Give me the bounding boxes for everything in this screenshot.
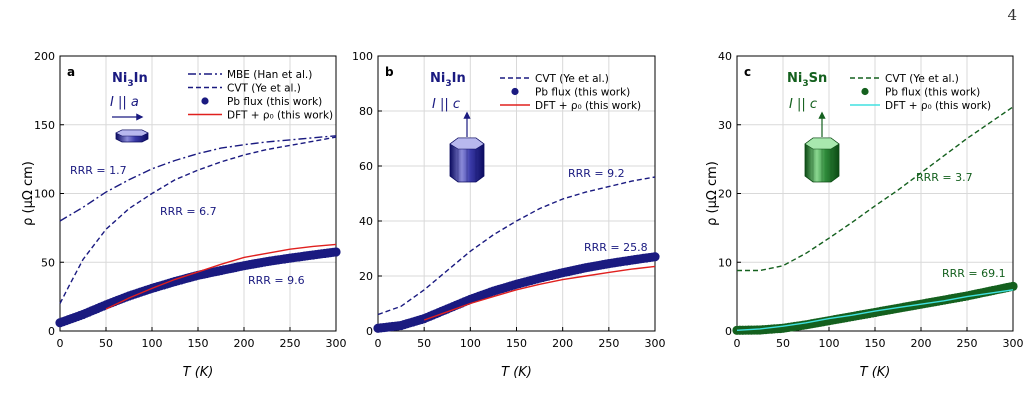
rrr-annotation: RRR = 25.8: [584, 241, 648, 254]
series-line: [105, 243, 337, 310]
current-direction-label: I || a: [110, 95, 139, 110]
y-axis-label: ρ (μΩ cm): [21, 161, 36, 226]
x-axis-label: T (K): [183, 365, 214, 380]
series-line: [59, 135, 337, 222]
legend-marker: [201, 97, 209, 105]
x-tick-label: 50: [776, 337, 790, 350]
y-tick-label: 200: [34, 50, 55, 63]
legend-label: CVT (Ye et al.): [885, 73, 959, 85]
legend-label: DFT + ρ₀ (this work): [227, 110, 333, 122]
legend-marker: [511, 87, 519, 96]
panel-b: 0 50 100 150 200 250 300 0 20 40 60 80 100 T (K) b CVT …: [352, 50, 666, 380]
series-line: [737, 106, 1014, 272]
x-tick-label: 150: [188, 337, 209, 350]
x-tick-label: 200: [911, 337, 932, 350]
crystal-top: [449, 137, 485, 150]
legend: CVT (Ye et al.) Pb flux (this work)DFT + …: [850, 73, 991, 112]
x-tick-label: 250: [957, 337, 978, 350]
x-tick-label: 250: [598, 337, 619, 350]
x-axis-label: T (K): [501, 365, 532, 380]
x-tick-label: 100: [460, 337, 481, 350]
crystal-top: [115, 129, 149, 137]
y-tick-label: 0: [48, 325, 55, 338]
page-number: 4: [1007, 6, 1017, 24]
y-tick-label: 100: [34, 188, 55, 201]
y-tick-label: 0: [366, 325, 373, 338]
x-tick-label: 300: [645, 337, 666, 350]
legend-label: DFT + ρ₀ (this work): [885, 100, 991, 112]
x-tick-label: 50: [417, 337, 431, 350]
rrr-annotation: RRR = 9.6: [248, 274, 305, 287]
crystal-icon: [115, 129, 149, 143]
y-tick-label: 0: [725, 325, 732, 338]
y-tick-label: 20: [359, 270, 373, 283]
crystal-icon: [449, 137, 485, 183]
y-tick-label: 40: [359, 215, 373, 228]
series-markers: [55, 247, 341, 328]
legend-label: Pb flux (this work): [885, 87, 980, 99]
rrr-annotation: RRR = 1.7: [70, 164, 127, 177]
x-tick-label: 250: [280, 337, 301, 350]
y-tick-label: 20: [718, 188, 732, 201]
legend-label: CVT (Ye et al.): [535, 73, 609, 85]
legend-label: Pb flux (this work): [535, 87, 630, 99]
y-tick-label: 10: [718, 256, 732, 269]
rrr-annotation: RRR = 69.1: [942, 267, 1006, 280]
legend: MBE (Han et al.) CVT (Ye et al.)Pb flux (…: [188, 69, 333, 122]
compound-label: Ni3In: [430, 71, 466, 89]
series-line: [59, 136, 337, 304]
data-point: [1008, 281, 1018, 291]
x-tick-label: 300: [326, 337, 347, 350]
x-tick-label: 150: [506, 337, 527, 350]
x-tick-label: 150: [865, 337, 886, 350]
y-tick-label: 40: [718, 50, 732, 63]
x-tick-label: 200: [234, 337, 255, 350]
x-tick-label: 0: [57, 337, 64, 350]
panel-letter: b: [385, 65, 394, 79]
x-tick-label: 100: [819, 337, 840, 350]
panel-letter: c: [744, 65, 751, 79]
panel-c: 0 50 100 150 200 250 300 0 10 20 30 40 T (K) ρ (μΩ cm…: [705, 50, 1024, 380]
legend-label: MBE (Han et al.): [227, 69, 312, 81]
data-point: [650, 252, 660, 262]
crystal-icon: [804, 137, 840, 183]
series-line: [736, 289, 1014, 331]
legend-label: DFT + ρ₀ (this work): [535, 100, 641, 112]
series-line: [377, 176, 656, 316]
y-tick-label: 80: [359, 105, 373, 118]
compound-label: Ni3Sn: [787, 71, 827, 89]
data-point: [331, 247, 341, 257]
y-tick-label: 60: [359, 160, 373, 173]
x-tick-label: 0: [375, 337, 382, 350]
rrr-annotation: RRR = 3.7: [916, 171, 973, 184]
y-tick-label: 100: [352, 50, 373, 63]
series-line: [423, 265, 656, 321]
legend-marker: [861, 87, 869, 96]
panel-a: 0 50 100 150 200 250 300 0 50 100 150 200 T (K) ρ (μΩ…: [21, 50, 347, 380]
compound-label: Ni3In: [112, 71, 148, 89]
x-tick-label: 0: [734, 337, 741, 350]
x-tick-label: 50: [99, 337, 113, 350]
legend-label: CVT (Ye et al.): [227, 83, 301, 95]
x-axis-label: T (K): [860, 365, 891, 380]
y-axis-label: ρ (μΩ cm): [705, 161, 720, 226]
x-tick-label: 100: [142, 337, 163, 350]
current-direction-label: I || c: [789, 97, 817, 112]
x-tick-label: 200: [552, 337, 573, 350]
y-tick-label: 30: [718, 119, 732, 132]
panel-letter: a: [67, 65, 75, 79]
rrr-annotation: RRR = 6.7: [160, 205, 217, 218]
y-tick-label: 50: [41, 256, 55, 269]
legend-label: Pb flux (this work): [227, 96, 322, 108]
current-direction-label: I || c: [432, 97, 460, 112]
x-tick-label: 300: [1003, 337, 1024, 350]
rrr-annotation: RRR = 9.2: [568, 167, 625, 180]
legend: CVT (Ye et al.) Pb flux (this work)DFT + …: [500, 73, 641, 112]
y-tick-label: 150: [34, 119, 55, 132]
crystal-top: [804, 137, 840, 150]
